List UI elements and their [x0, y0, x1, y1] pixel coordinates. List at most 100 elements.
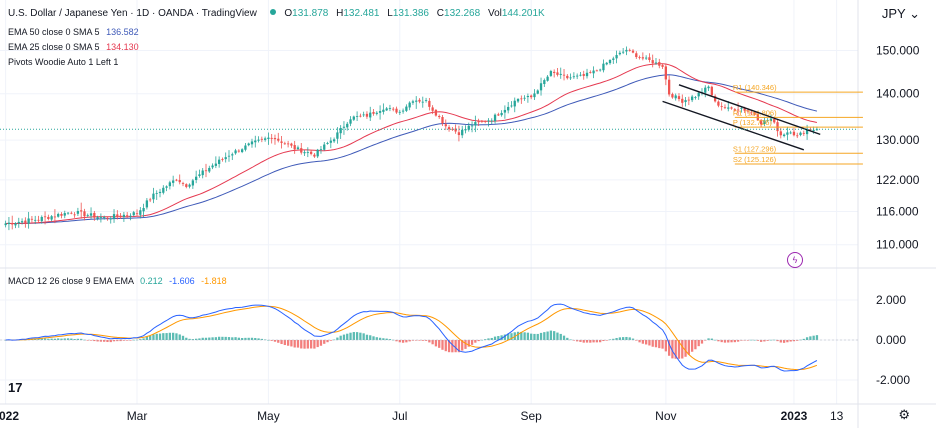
candle: [306, 147, 309, 158]
ema50-label[interactable]: EMA 50 close 0 SMA 5: [8, 27, 100, 37]
ema25-label[interactable]: EMA 25 close 0 SMA 5: [8, 42, 100, 52]
macd-label[interactable]: MACD 12 26 close 9 EMA EMA: [8, 276, 134, 286]
candle-body: [388, 108, 392, 109]
candle: [11, 215, 14, 230]
pivots-label[interactable]: Pivots Woodie Auto 1 Left 1: [8, 57, 119, 67]
candle-body: [500, 112, 503, 116]
histogram-bar: [66, 338, 70, 340]
candle-body: [608, 59, 612, 64]
candle-body: [17, 221, 20, 224]
ema25-line-group: [5, 63, 818, 224]
symbol-title[interactable]: U.S. Dollar / Japanese Yen · 1D · OANDA …: [8, 8, 257, 19]
descending-channel: [662, 84, 821, 151]
candle-body: [211, 165, 214, 168]
time-tick-label: Jul: [392, 409, 407, 423]
histogram-bar: [549, 330, 553, 340]
histogram-bar: [273, 340, 277, 342]
candle-body: [487, 120, 490, 122]
histogram-bar: [644, 340, 648, 345]
candle-body: [103, 217, 106, 219]
currency-selector[interactable]: JPY ⌄: [882, 6, 920, 22]
candle-body: [11, 222, 14, 225]
candle: [536, 89, 539, 95]
candle-body: [352, 116, 355, 120]
histogram-bar: [750, 339, 753, 341]
candle-body: [799, 132, 802, 136]
candle: [388, 104, 392, 112]
candle: [572, 72, 576, 79]
candle-body: [60, 213, 63, 216]
candle-body: [497, 114, 500, 116]
candle: [290, 142, 293, 148]
histogram-bar: [96, 340, 99, 342]
histogram-bar: [355, 332, 359, 340]
candle: [43, 211, 47, 225]
candle: [631, 49, 635, 54]
candle: [231, 152, 234, 161]
candle-body: [684, 100, 687, 103]
histogram-bar: [214, 337, 218, 340]
candle: [681, 94, 684, 107]
histogram-bar: [503, 334, 507, 340]
candle: [457, 125, 461, 142]
candle: [112, 209, 116, 223]
candle-body: [602, 63, 605, 71]
candle-body: [273, 138, 277, 140]
histogram-bar: [602, 340, 605, 342]
candle: [625, 46, 628, 56]
histogram-bar: [191, 339, 195, 340]
candle-body: [247, 143, 250, 146]
symbol-legend[interactable]: U.S. Dollar / Japanese Yen · 1D · OANDA …: [8, 8, 550, 20]
candle-body: [493, 114, 497, 122]
candle: [733, 108, 736, 112]
candle: [661, 63, 664, 69]
price-tick-label: 116.000: [876, 204, 919, 218]
ema25-legend[interactable]: EMA 25 close 0 SMA 5 134.130: [8, 41, 139, 53]
price-tick-label: 140.000: [876, 87, 920, 101]
candle: [454, 124, 457, 134]
candle-body: [490, 120, 493, 122]
candle-body: [796, 135, 799, 137]
candle: [217, 156, 221, 168]
candle: [27, 211, 30, 229]
ema50-legend[interactable]: EMA 50 close 0 SMA 5 136.582: [8, 26, 139, 38]
candle-body: [638, 57, 641, 58]
histogram-bar: [589, 340, 592, 343]
candle-body: [480, 121, 484, 122]
pivots-legend[interactable]: Pivots Woodie Auto 1 Left 1: [8, 56, 118, 68]
candle-body: [539, 83, 543, 91]
histogram-bar: [401, 340, 405, 343]
histogram-bar: [792, 340, 796, 342]
candle-body: [786, 132, 789, 135]
candle: [799, 131, 802, 137]
histogram-bar: [740, 340, 743, 341]
candle-body: [418, 99, 421, 102]
tradingview-logo-icon[interactable]: 17: [8, 380, 23, 395]
candle: [96, 215, 99, 221]
candle-body: [263, 138, 267, 140]
histogram-bar: [484, 339, 487, 340]
histogram-bar: [346, 333, 349, 340]
axes: 150.000140.000130.000122.000116.000110.0…: [0, 44, 920, 423]
candle: [362, 111, 365, 117]
histogram-bar: [372, 336, 375, 340]
candle: [260, 136, 263, 143]
histogram-bar: [365, 334, 369, 340]
candle-body: [112, 214, 116, 219]
histogram-bar: [204, 337, 208, 340]
lightning-icon[interactable]: ϟ: [787, 252, 803, 268]
candle: [83, 208, 86, 221]
histogram-bar: [208, 337, 211, 340]
gear-icon[interactable]: ⚙: [898, 407, 910, 422]
histogram-bar: [694, 340, 697, 350]
candle-body: [411, 101, 415, 103]
candle-body: [461, 129, 464, 136]
candle-body: [135, 213, 139, 215]
candle-body: [421, 101, 424, 103]
candle: [484, 120, 487, 124]
histogram-bar: [746, 340, 750, 341]
histogram-bar: [237, 337, 240, 340]
macd-legend[interactable]: MACD 12 26 close 9 EMA EMA 0.212 -1.606 …: [8, 275, 227, 287]
histogram-bar: [776, 340, 779, 342]
